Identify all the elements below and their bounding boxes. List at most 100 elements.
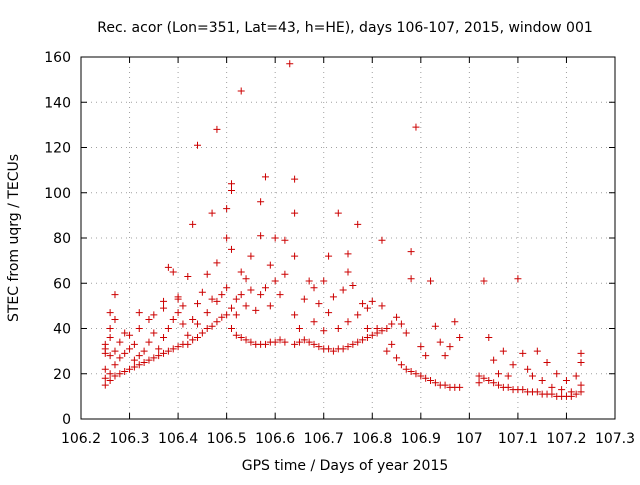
data-point — [101, 381, 109, 389]
data-point — [441, 381, 449, 389]
data-point — [247, 286, 255, 294]
data-point — [300, 336, 308, 344]
data-point — [310, 340, 318, 348]
x-tick-label: 107.2 — [546, 431, 586, 447]
y-tick-label: 20 — [53, 367, 71, 383]
data-point — [184, 272, 192, 280]
data-point — [135, 352, 143, 360]
data-point — [422, 374, 430, 382]
data-point — [116, 370, 124, 378]
data-point — [208, 295, 216, 303]
data-point — [169, 345, 177, 353]
data-point — [383, 347, 391, 355]
data-point — [567, 388, 575, 396]
data-point — [232, 311, 240, 319]
data-point — [490, 379, 498, 387]
data-point — [227, 304, 235, 312]
grid — [81, 57, 615, 419]
data-point — [145, 338, 153, 346]
data-point — [237, 334, 245, 342]
data-point — [135, 325, 143, 332]
data-point — [160, 349, 168, 357]
data-point — [174, 309, 182, 317]
data-point — [257, 291, 265, 299]
data-point — [441, 352, 449, 360]
x-tick-label: 106.3 — [109, 431, 149, 447]
data-point — [349, 340, 357, 348]
data-point — [417, 343, 425, 351]
data-point — [519, 386, 527, 394]
y-tick-label: 40 — [53, 322, 71, 338]
data-point — [106, 377, 114, 385]
data-point — [174, 343, 182, 351]
data-point — [218, 313, 226, 321]
data-point — [383, 325, 391, 332]
y-tick-label: 60 — [53, 276, 71, 292]
data-point — [407, 248, 415, 256]
data-point — [223, 205, 231, 213]
data-point — [344, 250, 352, 258]
data-point — [189, 336, 197, 344]
data-point — [548, 383, 556, 391]
data-point — [227, 180, 235, 188]
data-point — [252, 306, 260, 314]
data-point — [111, 372, 119, 380]
data-point — [378, 327, 386, 335]
data-point — [213, 297, 221, 305]
data-point — [121, 329, 129, 337]
data-point — [431, 379, 439, 387]
data-point — [553, 370, 561, 378]
data-point — [184, 340, 192, 348]
data-point — [480, 277, 488, 285]
data-point — [475, 379, 483, 387]
data-point — [116, 354, 124, 362]
data-point — [485, 377, 493, 385]
data-point — [480, 374, 488, 382]
data-point — [436, 338, 444, 346]
data-point — [514, 275, 522, 283]
data-point — [543, 358, 551, 366]
data-point — [320, 277, 328, 285]
data-point — [291, 252, 299, 260]
data-point — [281, 236, 289, 244]
data-point — [150, 329, 158, 337]
data-point — [164, 347, 172, 355]
data-point — [101, 365, 109, 373]
data-point — [363, 304, 371, 312]
data-point — [276, 336, 284, 344]
data-point — [218, 291, 226, 299]
data-point — [155, 352, 163, 360]
data-point — [325, 345, 333, 353]
data-point — [121, 367, 129, 375]
data-point — [407, 367, 415, 375]
data-point — [388, 320, 396, 328]
data-point — [533, 347, 541, 355]
x-axis-tick-labels: 106.2 106.3 106.4 106.5 106.6 106.7 106.8 106.9… — [61, 431, 635, 447]
x-tick-label: 106.2 — [61, 431, 101, 447]
data-point — [295, 338, 303, 346]
data-point — [208, 209, 216, 217]
data-point — [446, 343, 454, 351]
data-point — [339, 286, 347, 294]
data-point — [261, 284, 269, 292]
data-point — [189, 315, 197, 323]
x-tick-label: 106.4 — [158, 431, 198, 447]
data-point — [140, 358, 148, 366]
y-tick-label: 140 — [44, 95, 71, 111]
x-tick-label: 107 — [456, 431, 483, 447]
data-point — [194, 141, 202, 149]
data-point — [213, 125, 221, 133]
data-point — [504, 372, 512, 380]
data-point — [257, 232, 265, 240]
data-point — [533, 388, 541, 396]
data-point — [271, 338, 279, 346]
data-point — [160, 297, 168, 305]
data-point — [242, 275, 250, 283]
data-point — [106, 334, 114, 342]
data-point — [494, 381, 502, 389]
data-point — [504, 383, 512, 391]
data-point — [111, 291, 119, 299]
data-point — [266, 261, 274, 269]
data-point — [310, 284, 318, 292]
data-point — [291, 175, 299, 183]
